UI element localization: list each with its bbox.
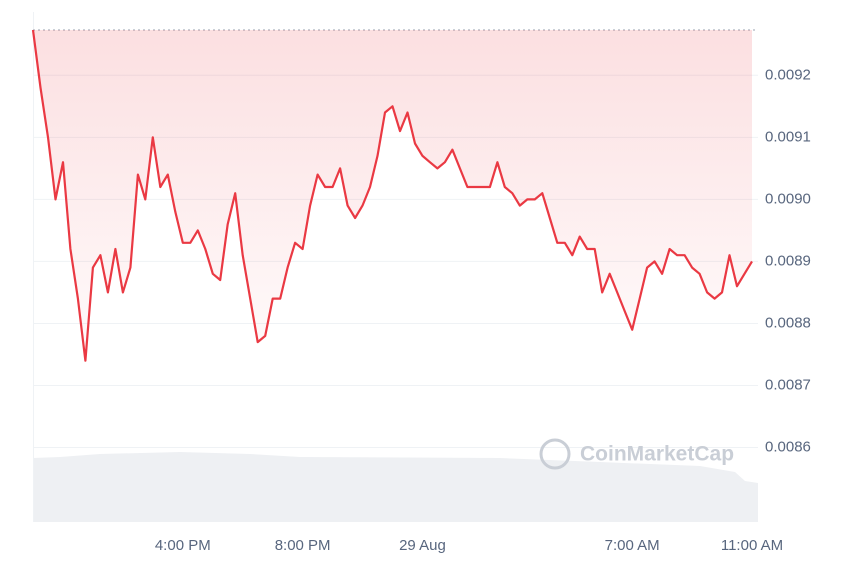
y-tick-label: 0.0086	[765, 439, 811, 456]
y-tick-label: 0.0090	[765, 190, 811, 207]
y-tick-label: 0.0087	[765, 376, 811, 393]
volume-area	[33, 452, 758, 522]
area-fill	[33, 30, 752, 361]
y-tick-label: 0.0091	[765, 128, 811, 145]
x-tick-label: 29 Aug	[399, 537, 446, 554]
price-line	[31, 29, 753, 362]
x-tick-label: 8:00 PM	[275, 537, 331, 554]
watermark-logo	[539, 438, 571, 470]
x-tick-label: 4:00 PM	[155, 537, 211, 554]
y-tick-label: 0.0088	[765, 314, 811, 331]
y-tick-label: 0.0092	[765, 66, 811, 83]
watermark: CoinMarketCap	[539, 438, 734, 470]
x-tick-label: 11:00 AM	[721, 537, 783, 554]
x-tick-label: 7:00 AM	[605, 537, 660, 554]
watermark-text: CoinMarketCap	[580, 443, 734, 466]
y-tick-label: 0.0089	[765, 252, 811, 269]
